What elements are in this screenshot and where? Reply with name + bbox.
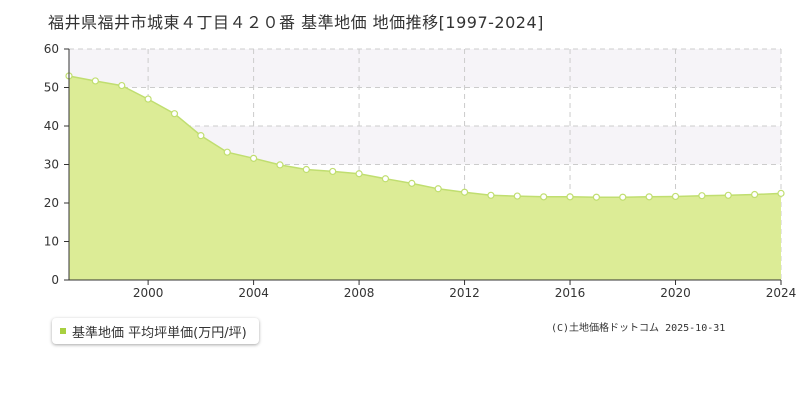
x-tick-label: 2004: [238, 286, 269, 300]
data-point: [355, 170, 363, 178]
x-tick-label: 2012: [449, 286, 480, 300]
data-point: [619, 193, 627, 201]
data-point: [144, 95, 152, 103]
data-point: [645, 193, 653, 201]
legend-label: 基準地価 平均坪単価(万円/坪): [72, 325, 247, 341]
data-point: [566, 193, 574, 201]
data-point: [118, 81, 126, 90]
y-tick-label: 50: [44, 81, 59, 95]
x-tick-label: 2020: [660, 286, 691, 300]
data-point: [513, 192, 521, 200]
x-tick-label: 2024: [766, 286, 797, 300]
data-point: [381, 175, 390, 183]
x-tick-label: 2016: [555, 286, 586, 300]
data-point: [276, 161, 284, 169]
y-tick-label: 60: [44, 42, 59, 56]
data-point: [698, 192, 706, 200]
copyright-text: (C)土地価格ドットコム 2025-10-31: [551, 323, 726, 334]
legend-marker: [60, 328, 66, 334]
data-point: [434, 185, 442, 193]
data-point: [170, 110, 179, 118]
y-tick-label: 10: [44, 235, 59, 249]
area-fill: [69, 76, 781, 280]
data-point: [724, 191, 732, 199]
y-tick-label: 30: [44, 158, 59, 172]
legend: 基準地価 平均坪単価(万円/坪): [52, 318, 259, 344]
y-tick-label: 0: [51, 273, 59, 287]
data-point: [671, 192, 680, 201]
x-tick-label: 2000: [133, 286, 164, 300]
data-point: [777, 189, 785, 197]
background-band: [69, 49, 781, 88]
chart-title: 福井県福井市城東４丁目４２０番 基準地価 地価推移[1997-2024]: [48, 13, 544, 32]
x-axis-ticks: 2000 2004 2008 2012 2016 2020 2024: [133, 280, 796, 300]
y-tick-label: 40: [44, 119, 59, 133]
x-tick-label: 2008: [344, 286, 375, 300]
data-point: [751, 190, 759, 199]
data-point: [249, 154, 258, 162]
data-point: [540, 193, 548, 201]
data-point: [329, 167, 337, 176]
y-axis-ticks: 0 10 20 30 40 50 60: [44, 42, 69, 287]
data-points: [65, 72, 785, 201]
data-point: [487, 191, 495, 199]
data-point: [592, 193, 601, 201]
data-point: [408, 179, 416, 187]
data-point: [197, 132, 205, 140]
data-point: [460, 188, 469, 196]
data-point: [223, 148, 231, 156]
y-tick-label: 20: [44, 196, 59, 210]
data-point: [91, 77, 99, 85]
series-line: [68, 75, 782, 198]
data-point: [302, 165, 310, 174]
